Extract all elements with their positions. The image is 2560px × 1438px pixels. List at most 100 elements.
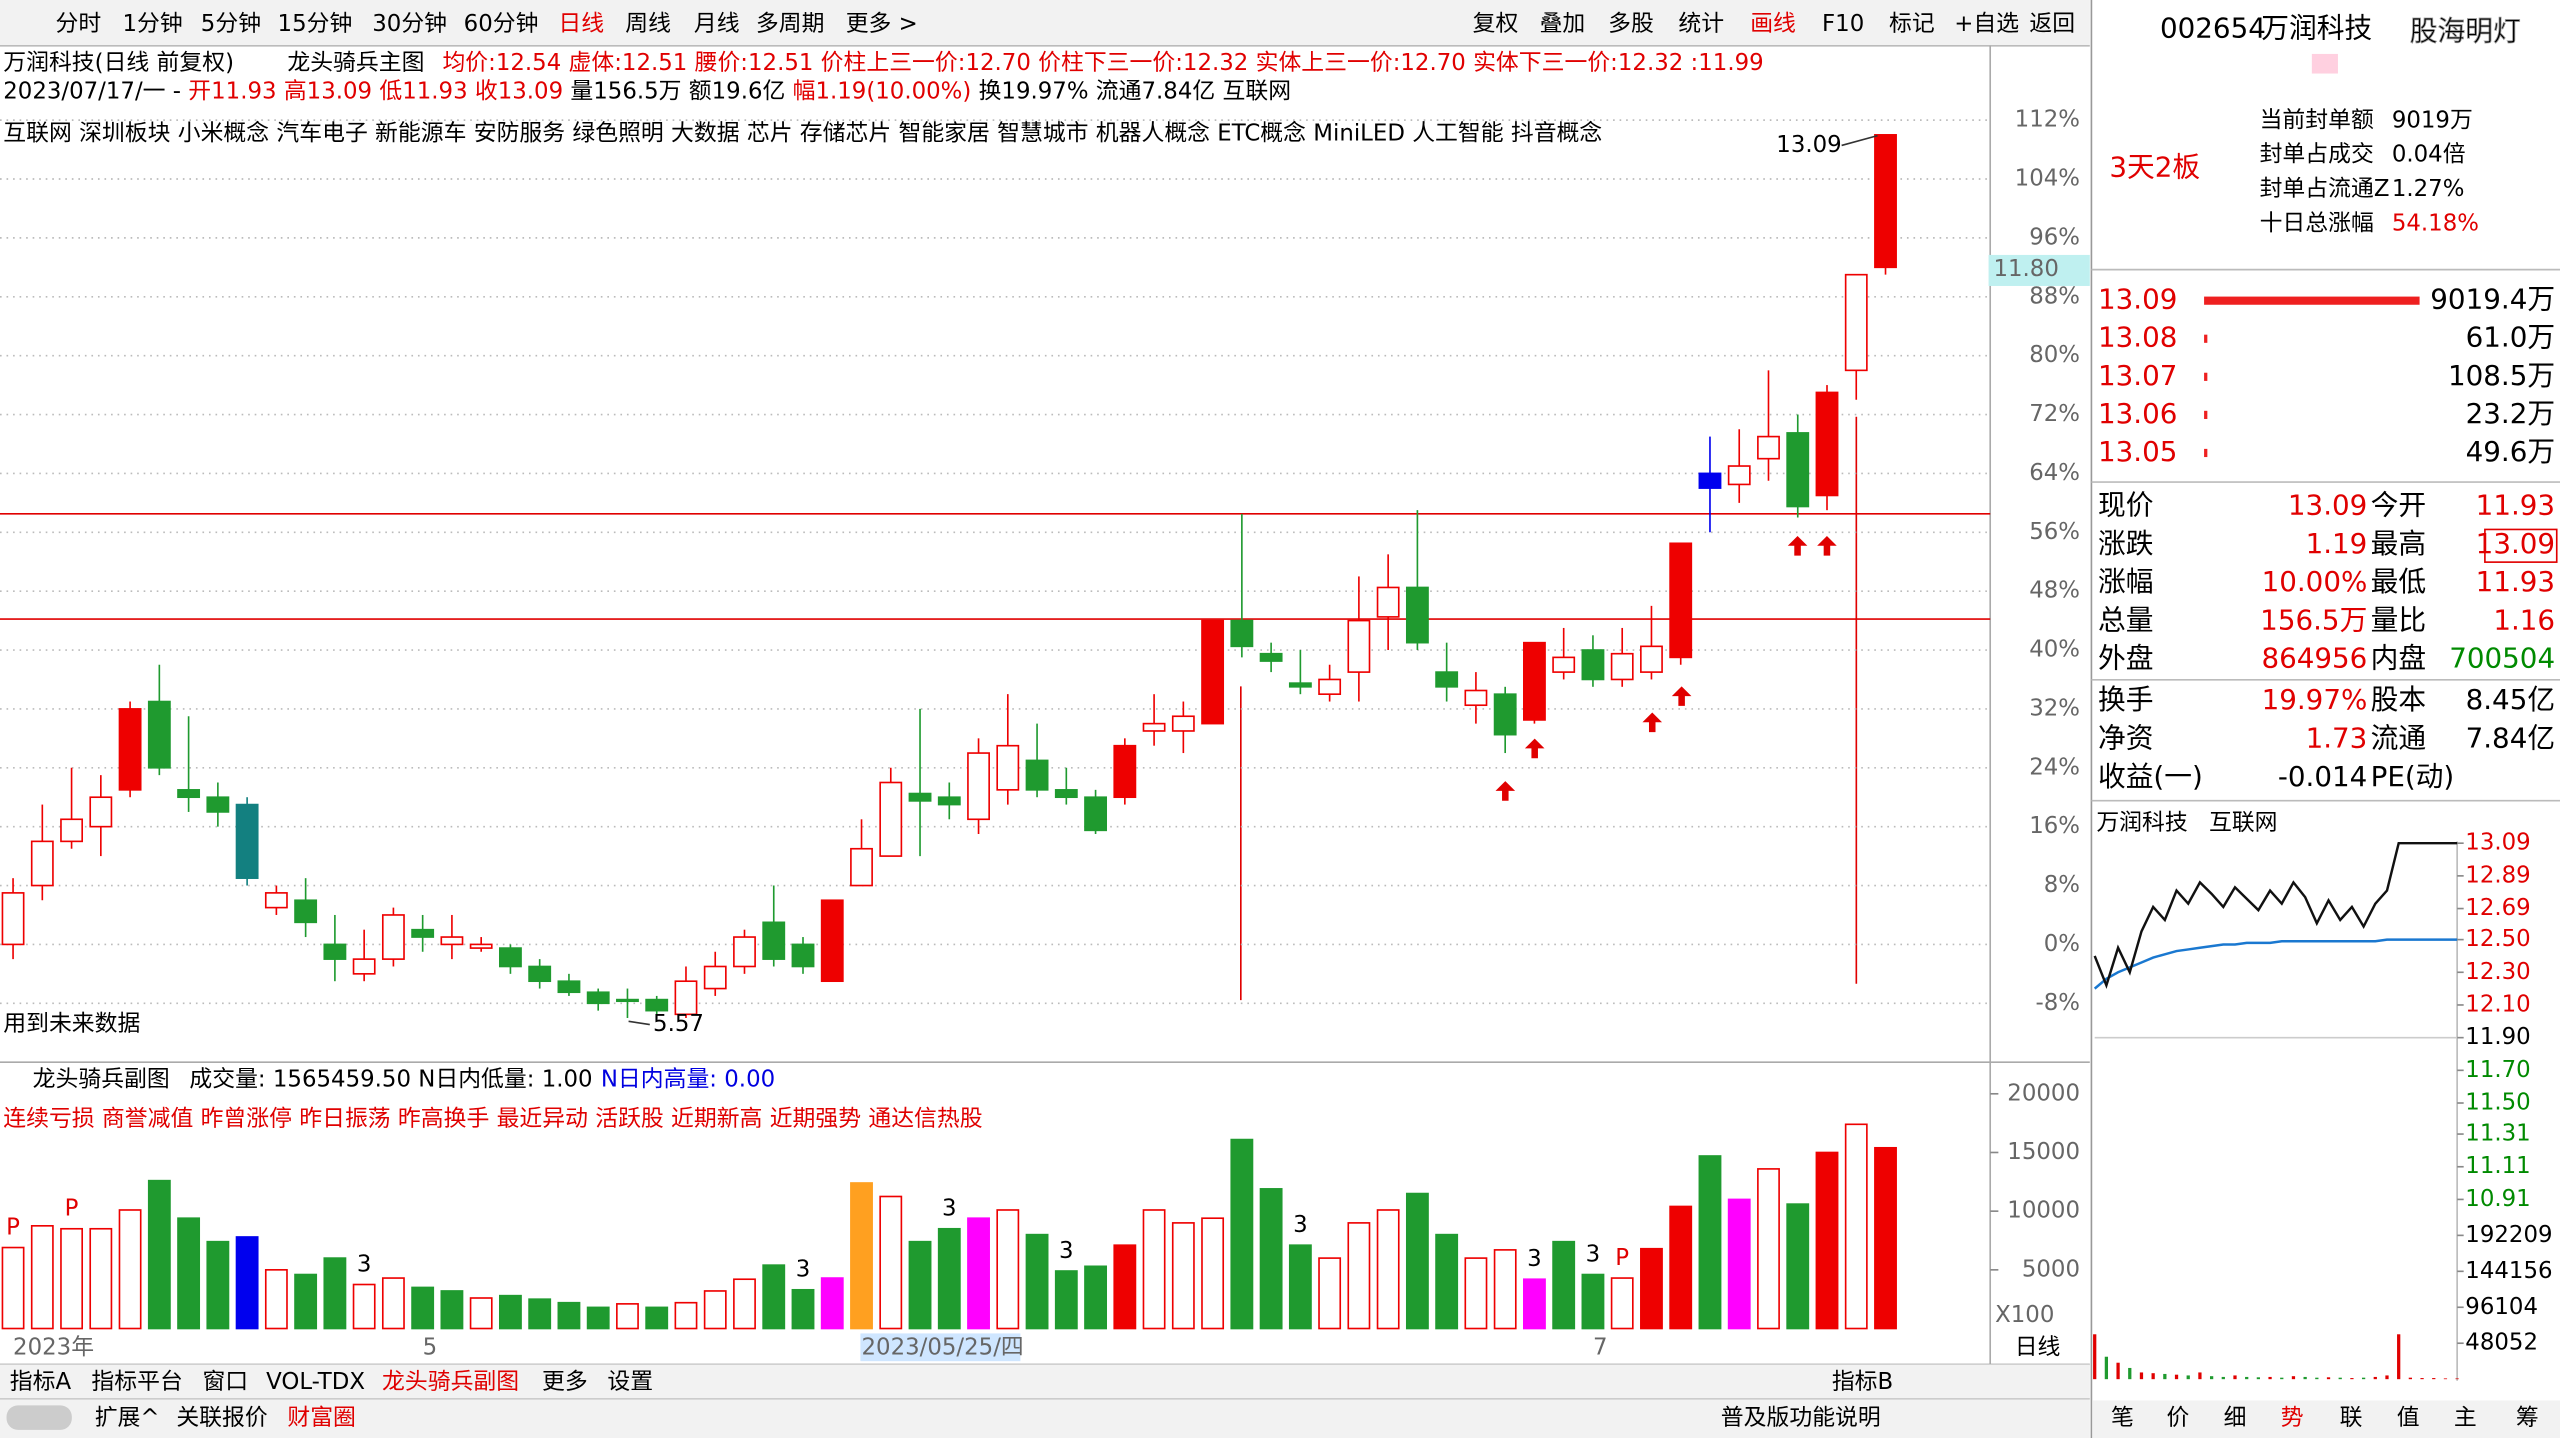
tab[interactable]: 分时 <box>56 11 102 37</box>
view-tab[interactable]: 势 <box>2281 1405 2304 1431</box>
bottom-tab[interactable]: 指标平台 <box>91 1369 182 1395</box>
stat-value: 11.93 <box>2476 489 2555 522</box>
tool-button[interactable]: 多股 <box>1608 11 1654 37</box>
bottom-tab[interactable]: 财富圈 <box>287 1405 356 1431</box>
tab[interactable]: 30分钟 <box>372 11 447 37</box>
volume-bar <box>30 1225 54 1330</box>
bottom-tab[interactable]: 指标B <box>1832 1369 1893 1395</box>
candle-body <box>528 965 552 983</box>
stat-label: 最高 <box>2371 527 2426 560</box>
candle-body <box>762 921 786 960</box>
unit-label: X100 <box>1995 1302 2054 1328</box>
candle-body <box>586 991 610 1005</box>
stat-label: 总量 <box>2098 603 2153 636</box>
stat-value: 700504 <box>2449 642 2555 675</box>
tab[interactable]: 日线 <box>558 11 604 37</box>
stat-value: 8.45亿 <box>2466 683 2556 716</box>
view-tab[interactable]: 细 <box>2224 1405 2247 1431</box>
stat-value: 11.93 <box>2476 565 2555 598</box>
toggle[interactable] <box>6 1405 72 1430</box>
boards: 3天2板 <box>2109 150 2200 183</box>
stat-label: 换手 <box>2098 683 2153 716</box>
y-tick-label: 5000 <box>2022 1256 2080 1282</box>
candle-body <box>469 943 493 949</box>
candle-body <box>1142 722 1166 732</box>
bottom-tab[interactable]: VOL-TDX <box>266 1369 365 1395</box>
view-tab[interactable]: 主 <box>2454 1405 2477 1431</box>
up-arrow <box>1787 535 1808 556</box>
y-tick-label: 16% <box>2029 813 2080 839</box>
candle-body <box>60 818 84 843</box>
collapse-button[interactable] <box>2311 53 2338 74</box>
view-tab[interactable]: 价 <box>2167 1405 2190 1431</box>
tool-button[interactable]: 叠加 <box>1540 11 1586 37</box>
volume-mark: 3 <box>357 1251 372 1277</box>
tool-button[interactable]: 复权 <box>1473 11 1519 37</box>
bottom-tab[interactable]: 龙头骑兵副图 <box>382 1369 519 1395</box>
tool-button[interactable]: 返回 <box>2029 11 2075 37</box>
tool-button[interactable]: 画线 <box>1750 11 1796 37</box>
tab[interactable]: 60分钟 <box>464 11 539 37</box>
y-tick-label: 11.70 <box>2465 1057 2530 1083</box>
volume-mark: 3 <box>942 1196 957 1222</box>
candle-body <box>1698 472 1722 489</box>
volume-bar <box>147 1179 171 1330</box>
volume-bar <box>206 1240 230 1330</box>
y-tick-label: 10.91 <box>2465 1186 2530 1212</box>
volume-bar <box>645 1306 669 1330</box>
y-tick-label: 96104 <box>2465 1294 2538 1320</box>
volume-bar <box>1230 1138 1254 1330</box>
view-tab[interactable]: 联 <box>2340 1405 2363 1431</box>
tab[interactable]: 月线 <box>694 11 740 37</box>
volume-bar <box>762 1264 786 1330</box>
bottom-tab[interactable]: 窗口 <box>202 1369 248 1395</box>
volume-bar <box>1698 1155 1722 1330</box>
tool-button[interactable]: F10 <box>1822 11 1864 37</box>
help-link[interactable]: 普及版功能说明 <box>1721 1405 1881 1431</box>
tool-button[interactable]: 标记 <box>1889 11 1935 37</box>
view-tab[interactable]: 值 <box>2397 1405 2420 1431</box>
tab[interactable]: 5分钟 <box>201 11 261 37</box>
stat-label: 涨幅 <box>2098 565 2153 598</box>
tool-button[interactable]: +自选 <box>1954 11 2019 37</box>
y-tick-label: 12.69 <box>2465 895 2530 921</box>
volume-bar <box>118 1209 142 1330</box>
volume-bar <box>1 1246 25 1330</box>
bottom-tab[interactable]: 扩展^ <box>95 1405 160 1431</box>
tab[interactable]: 1分钟 <box>122 11 182 37</box>
y-tick-label: 144156 <box>2465 1258 2552 1284</box>
y-tick-label: 104% <box>2015 165 2080 191</box>
candle-body <box>1581 649 1605 681</box>
tab[interactable]: 周线 <box>625 11 671 37</box>
stat-value: 156.5万 <box>2260 603 2367 636</box>
view-tab[interactable]: 筹 <box>2516 1405 2539 1431</box>
volume-bar <box>1757 1168 1780 1330</box>
stat-label: 外盘 <box>2098 642 2153 675</box>
tab[interactable]: 15分钟 <box>278 11 353 37</box>
volume-bar <box>1113 1244 1137 1330</box>
stat-value: 1.16 <box>2493 603 2555 636</box>
book-bar <box>2204 334 2208 343</box>
bottom-tab[interactable]: 更多 <box>542 1369 588 1395</box>
volume-mark: 3 <box>1527 1246 1542 1272</box>
volume-bar <box>1669 1205 1693 1330</box>
candle-body <box>967 752 990 821</box>
y-tick-label: 11.90 <box>2465 1024 2530 1050</box>
candle-body <box>820 899 844 983</box>
info-segment: 幅1.19(10.00%) <box>793 78 972 104</box>
bottom-tab[interactable]: 设置 <box>607 1369 653 1395</box>
volume-bar <box>703 1290 727 1330</box>
volume-bar <box>1610 1277 1634 1330</box>
tab[interactable]: 多周期 <box>756 11 825 37</box>
tool-button[interactable]: 统计 <box>1678 11 1724 37</box>
bottom-tab[interactable]: 关联报价 <box>176 1405 268 1431</box>
tab[interactable]: 更多 > <box>846 11 918 37</box>
view-tab[interactable]: 笔 <box>2111 1405 2134 1431</box>
candle-body <box>1054 789 1078 799</box>
up-arrow <box>1817 535 1837 556</box>
bottom-tab[interactable]: 指标A <box>10 1369 72 1395</box>
volume-bar <box>879 1195 903 1330</box>
y-tick-label: 64% <box>2029 460 2080 486</box>
mini-name: 万润科技 <box>2096 810 2188 836</box>
